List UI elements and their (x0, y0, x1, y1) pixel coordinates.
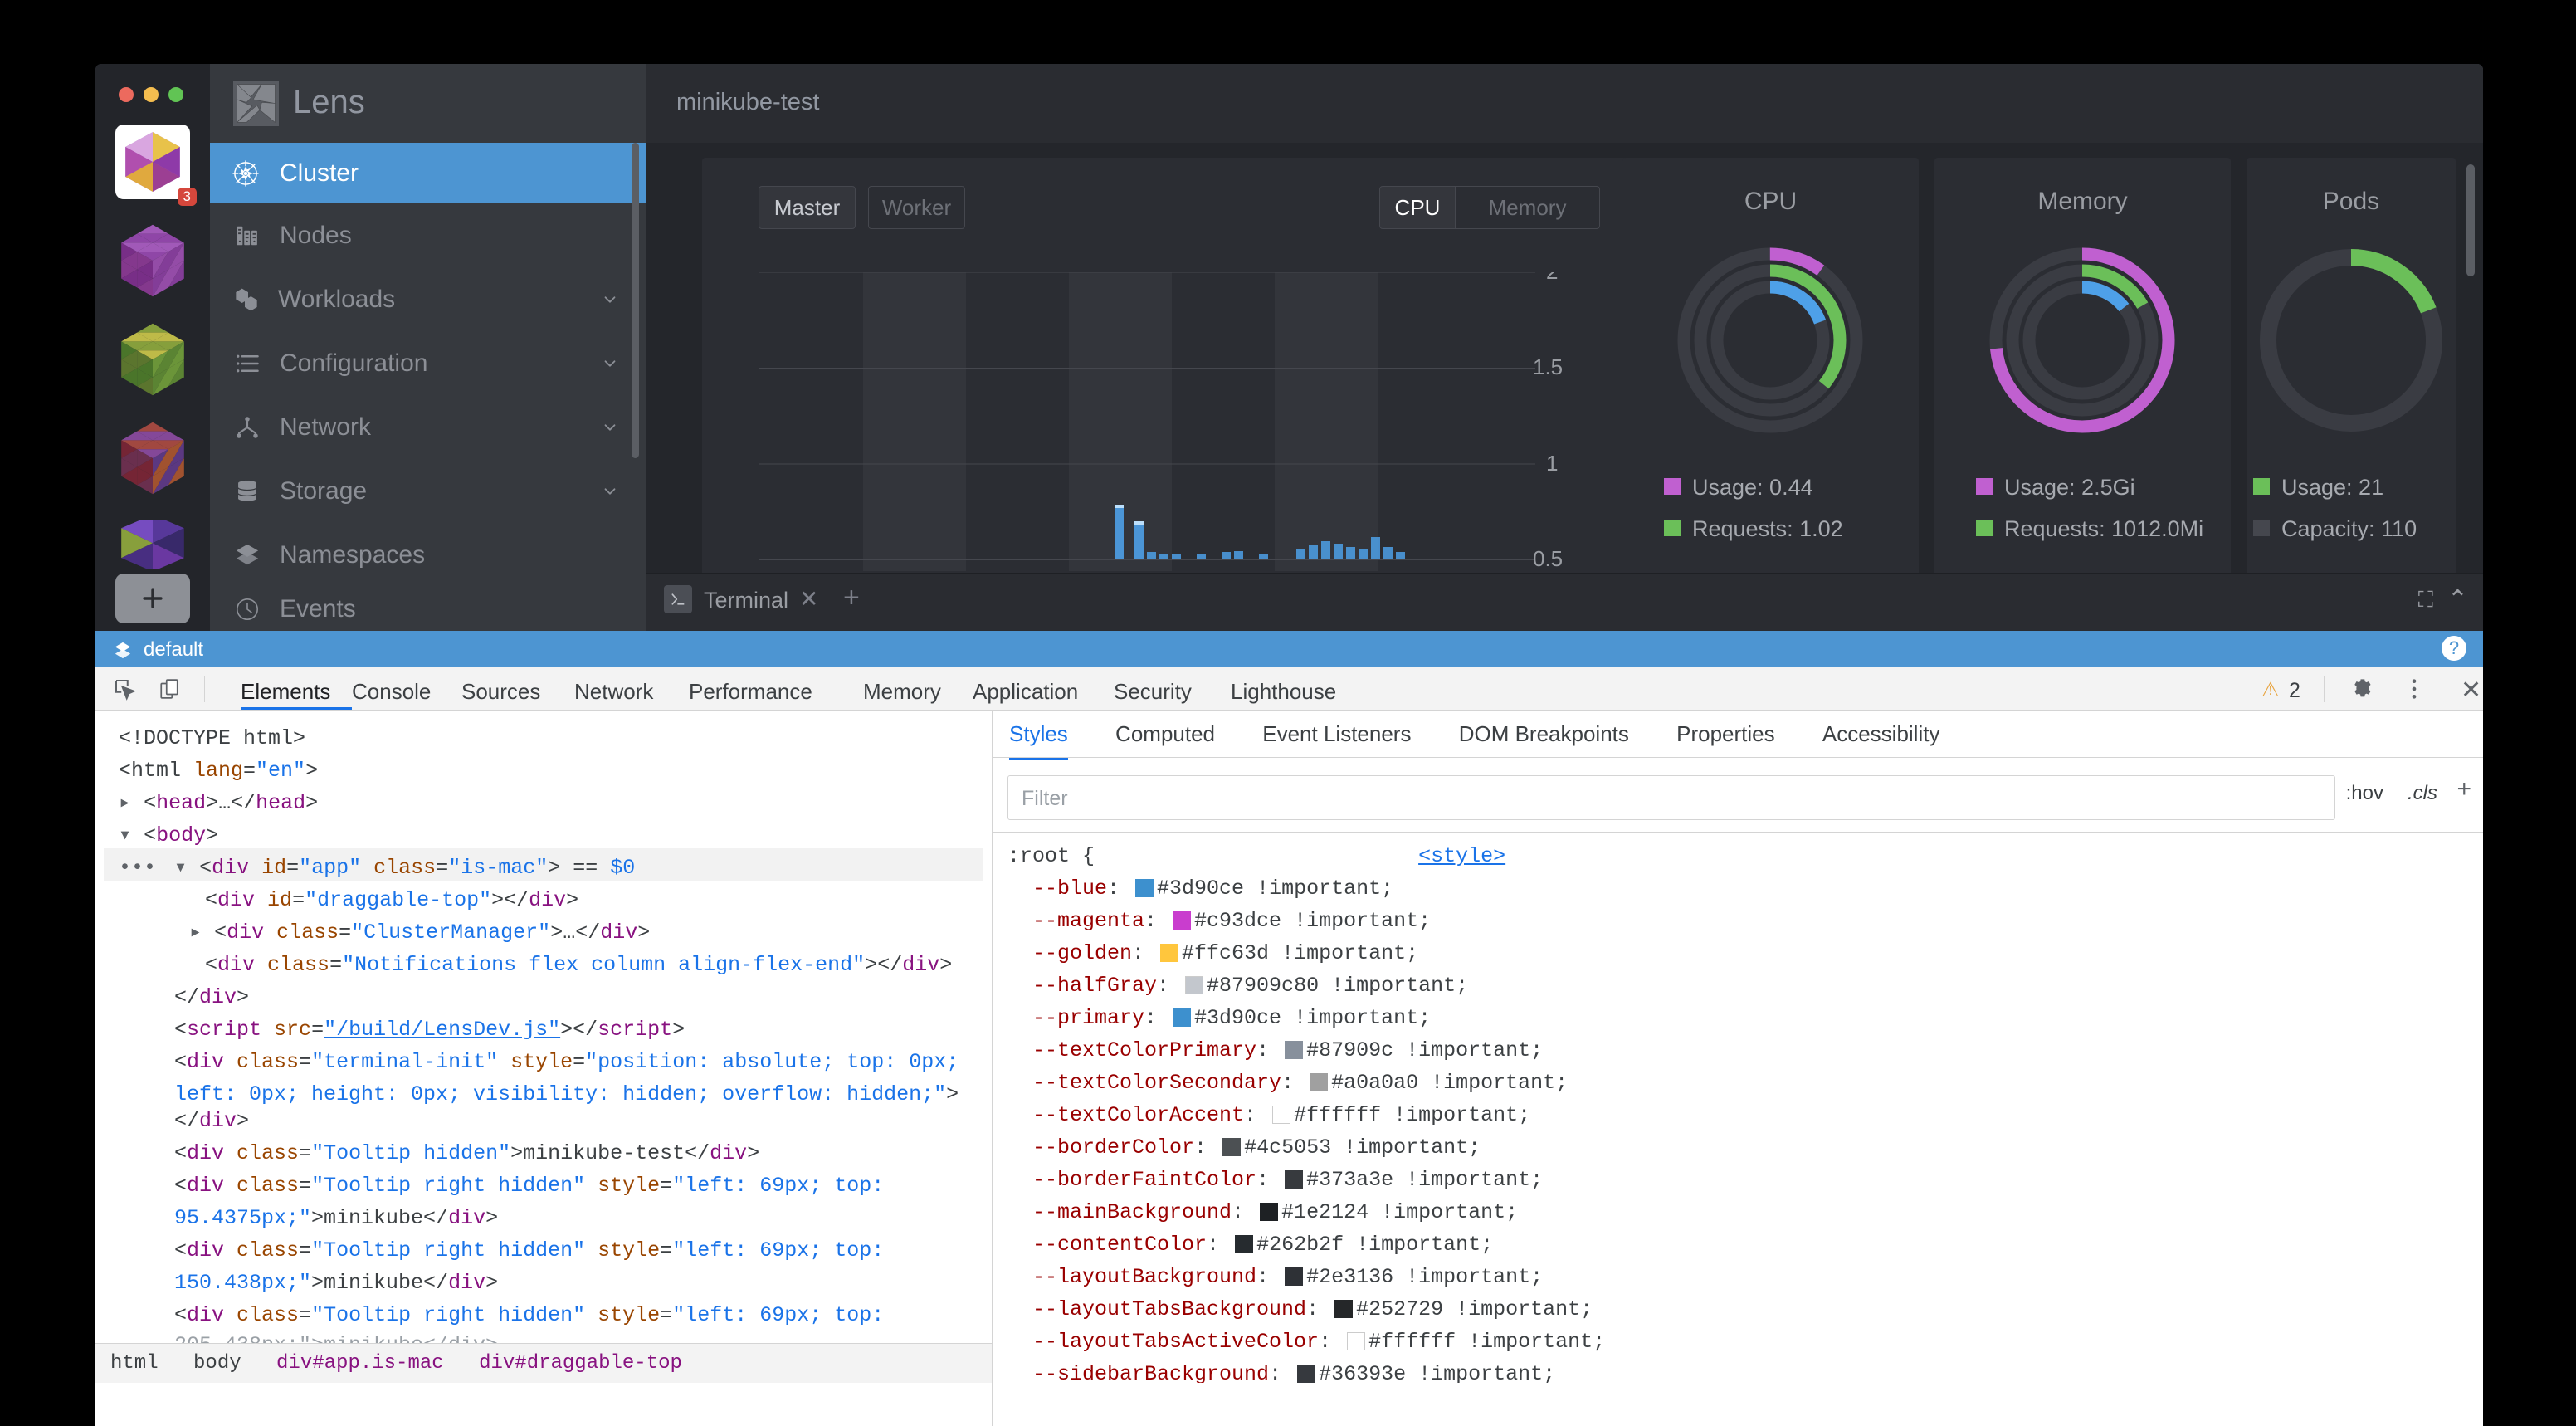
svg-text:0.5: 0.5 (1533, 546, 1563, 571)
svg-text:2: 2 (1546, 272, 1558, 284)
svg-text:1: 1 (1546, 451, 1558, 476)
svg-text:1.5: 1.5 (1533, 354, 1563, 379)
